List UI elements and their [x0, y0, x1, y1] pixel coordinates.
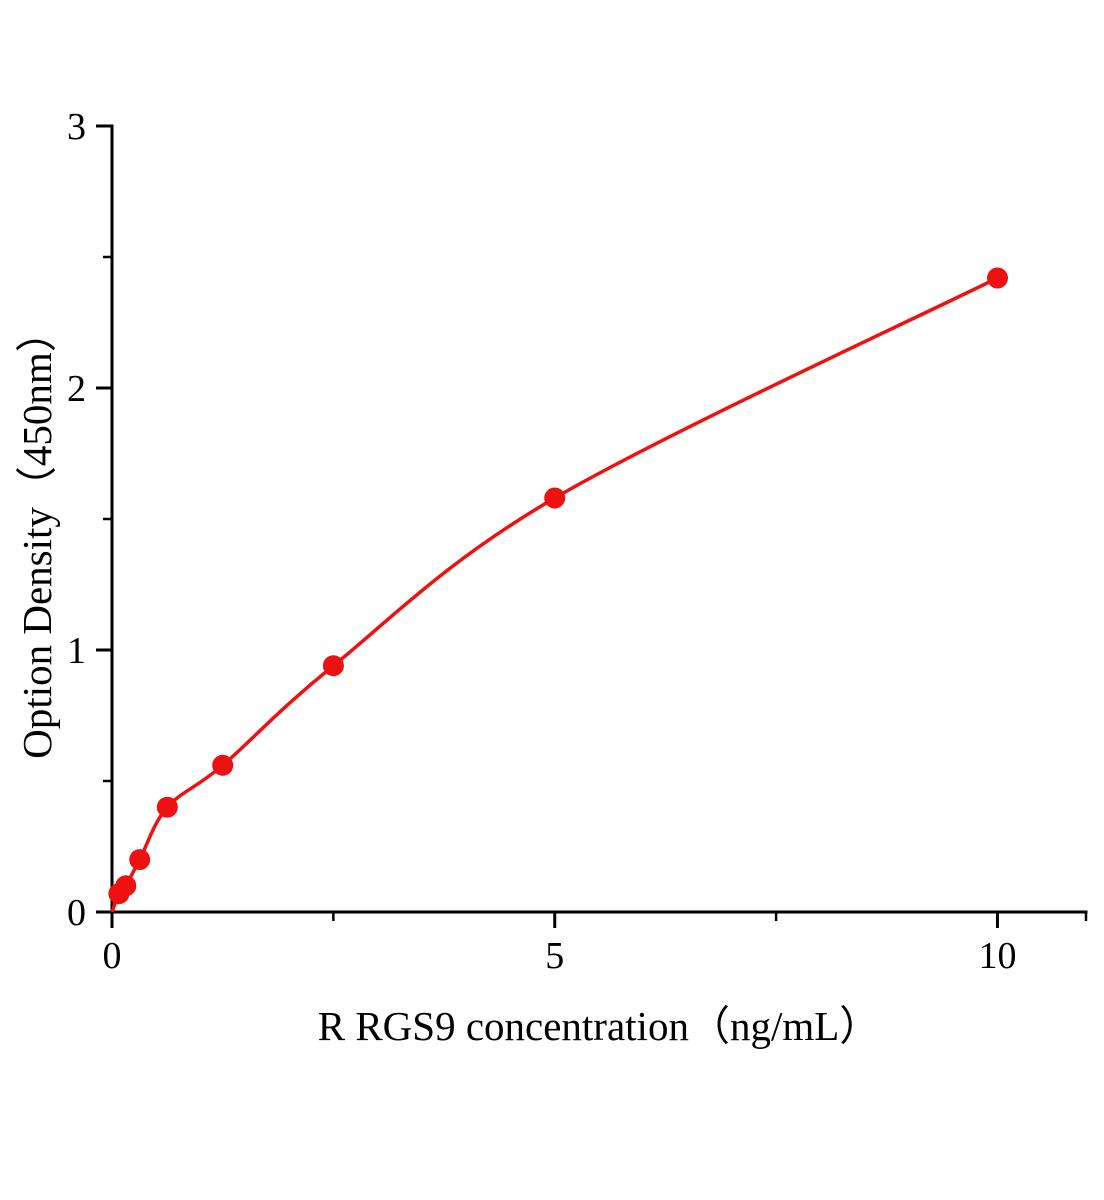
- x-tick-label: 5: [545, 935, 564, 977]
- axes-frame: [110, 124, 1088, 914]
- data-point: [987, 267, 1008, 289]
- x-axis-title: R RGS9 concentration（ng/mL）: [317, 1003, 881, 1049]
- y-tick-label: 2: [67, 368, 86, 410]
- data-point: [322, 655, 344, 677]
- data-point: [115, 875, 137, 897]
- x-tick-label: 0: [103, 935, 122, 977]
- data-point: [129, 849, 151, 871]
- y-tick-label: 3: [67, 106, 86, 148]
- y-tick-label: 1: [67, 630, 86, 672]
- y-axis-title: Option Density（450nm）: [14, 311, 60, 759]
- data-point: [544, 487, 566, 509]
- x-tick-label: 10: [978, 935, 1016, 977]
- y-tick-label: 0: [67, 892, 86, 934]
- data-point: [212, 754, 234, 776]
- series-curve: [110, 276, 999, 913]
- data-point: [156, 796, 178, 818]
